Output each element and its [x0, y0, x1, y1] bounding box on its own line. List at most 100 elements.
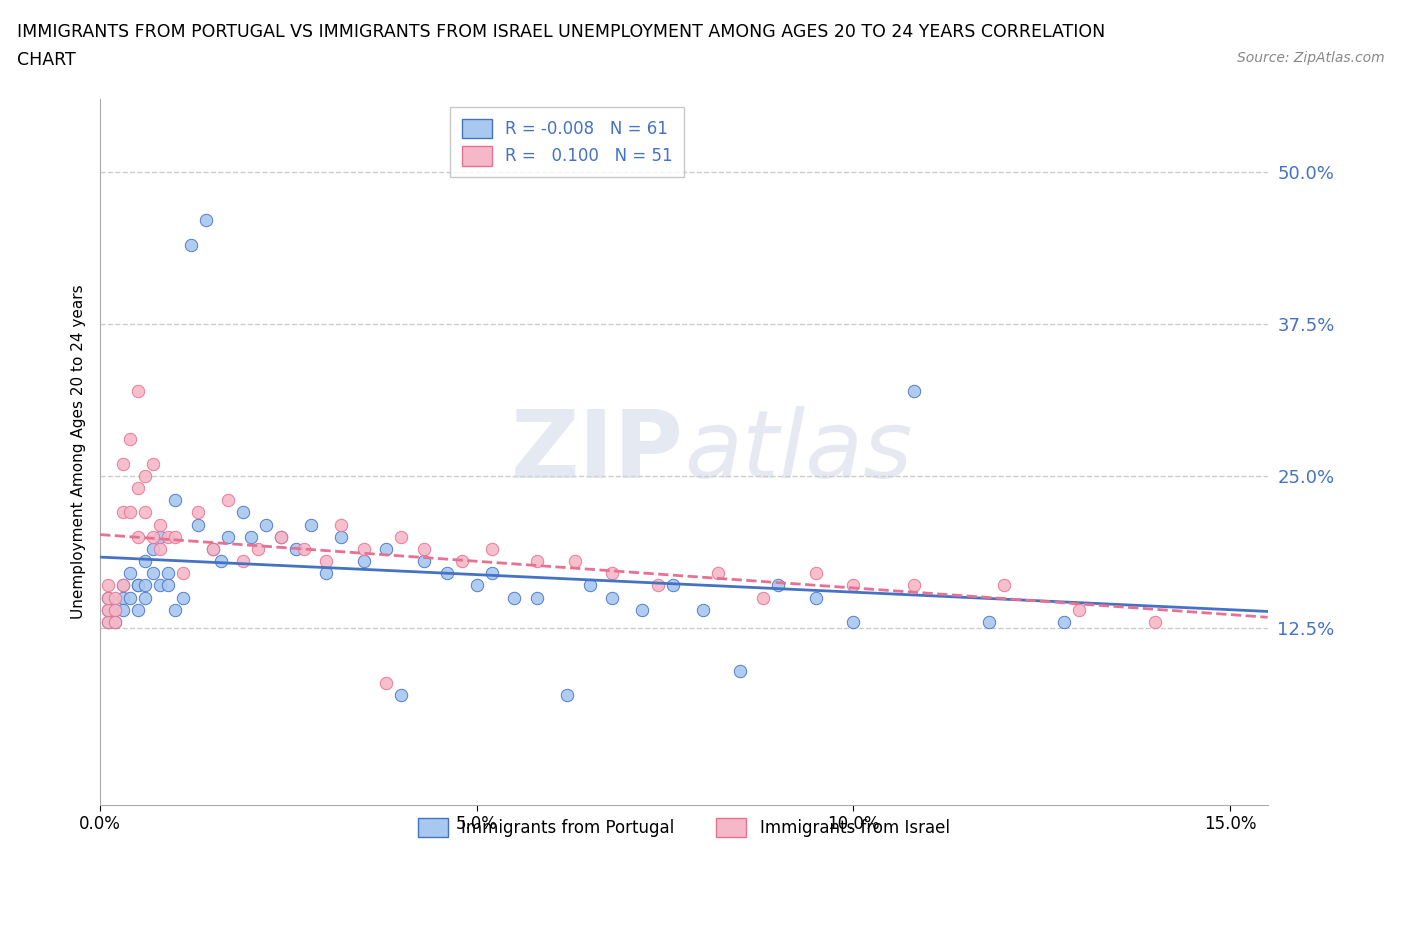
Text: atlas: atlas — [683, 406, 912, 498]
Point — [977, 615, 1000, 630]
Point — [578, 578, 600, 593]
Point — [254, 517, 277, 532]
Text: CHART: CHART — [17, 51, 76, 69]
Text: IMMIGRANTS FROM PORTUGAL VS IMMIGRANTS FROM ISRAEL UNEMPLOYMENT AMONG AGES 20 TO: IMMIGRANTS FROM PORTUGAL VS IMMIGRANTS F… — [17, 23, 1105, 41]
Point — [391, 529, 413, 544]
Point — [247, 541, 270, 556]
Point — [707, 565, 730, 580]
Point — [180, 237, 202, 252]
Point — [120, 505, 142, 520]
Point — [111, 578, 134, 593]
Point — [270, 529, 292, 544]
Point — [1053, 615, 1076, 630]
Point — [156, 565, 179, 580]
Point — [285, 541, 308, 556]
Point — [730, 663, 752, 678]
Point — [134, 591, 156, 605]
Point — [842, 578, 865, 593]
Point — [239, 529, 262, 544]
Point — [752, 591, 775, 605]
Legend: Immigrants from Portugal, Immigrants from Israel: Immigrants from Portugal, Immigrants fro… — [406, 806, 962, 849]
Point — [134, 505, 156, 520]
Point — [172, 565, 194, 580]
Point — [142, 541, 165, 556]
Point — [436, 565, 458, 580]
Text: ZIP: ZIP — [510, 405, 683, 498]
Point — [375, 541, 398, 556]
Point — [104, 603, 127, 618]
Point — [353, 553, 375, 568]
Point — [903, 578, 925, 593]
Y-axis label: Unemployment Among Ages 20 to 24 years: Unemployment Among Ages 20 to 24 years — [72, 285, 86, 619]
Point — [156, 529, 179, 544]
Point — [330, 517, 353, 532]
Point — [232, 553, 254, 568]
Point — [555, 687, 578, 702]
Point — [97, 615, 120, 630]
Point — [465, 578, 488, 593]
Point — [104, 603, 127, 618]
Point — [602, 565, 624, 580]
Point — [134, 578, 156, 593]
Point — [631, 603, 654, 618]
Point — [526, 553, 548, 568]
Point — [156, 578, 179, 593]
Point — [353, 541, 375, 556]
Point — [391, 687, 413, 702]
Point — [97, 591, 120, 605]
Point — [104, 615, 127, 630]
Point — [111, 591, 134, 605]
Point — [172, 591, 194, 605]
Point — [202, 541, 225, 556]
Point — [842, 615, 865, 630]
Point — [375, 675, 398, 690]
Point — [149, 529, 172, 544]
Point — [149, 578, 172, 593]
Point — [111, 603, 134, 618]
Point — [330, 529, 353, 544]
Point — [142, 565, 165, 580]
Point — [97, 591, 120, 605]
Point — [111, 505, 134, 520]
Point — [692, 603, 714, 618]
Point — [602, 591, 624, 605]
Point — [149, 517, 172, 532]
Point — [120, 432, 142, 447]
Point — [165, 529, 187, 544]
Point — [97, 578, 120, 593]
Point — [127, 578, 149, 593]
Point — [120, 565, 142, 580]
Point — [526, 591, 548, 605]
Point — [120, 591, 142, 605]
Text: Source: ZipAtlas.com: Source: ZipAtlas.com — [1237, 51, 1385, 65]
Point — [127, 481, 149, 496]
Point — [1069, 603, 1091, 618]
Point — [111, 457, 134, 472]
Point — [194, 213, 217, 228]
Point — [142, 457, 165, 472]
Point — [804, 591, 827, 605]
Point — [661, 578, 683, 593]
Point — [413, 553, 436, 568]
Point — [481, 541, 503, 556]
Point — [127, 529, 149, 544]
Point — [202, 541, 225, 556]
Point — [97, 603, 120, 618]
Point — [111, 578, 134, 593]
Point — [187, 505, 209, 520]
Point — [804, 565, 827, 580]
Point — [217, 493, 239, 508]
Point — [503, 591, 526, 605]
Point — [647, 578, 669, 593]
Point — [209, 553, 232, 568]
Point — [187, 517, 209, 532]
Point — [766, 578, 789, 593]
Point — [450, 553, 472, 568]
Point — [134, 469, 156, 484]
Point — [993, 578, 1015, 593]
Point — [127, 383, 149, 398]
Point — [903, 383, 925, 398]
Point — [413, 541, 436, 556]
Point — [127, 603, 149, 618]
Point — [142, 529, 165, 544]
